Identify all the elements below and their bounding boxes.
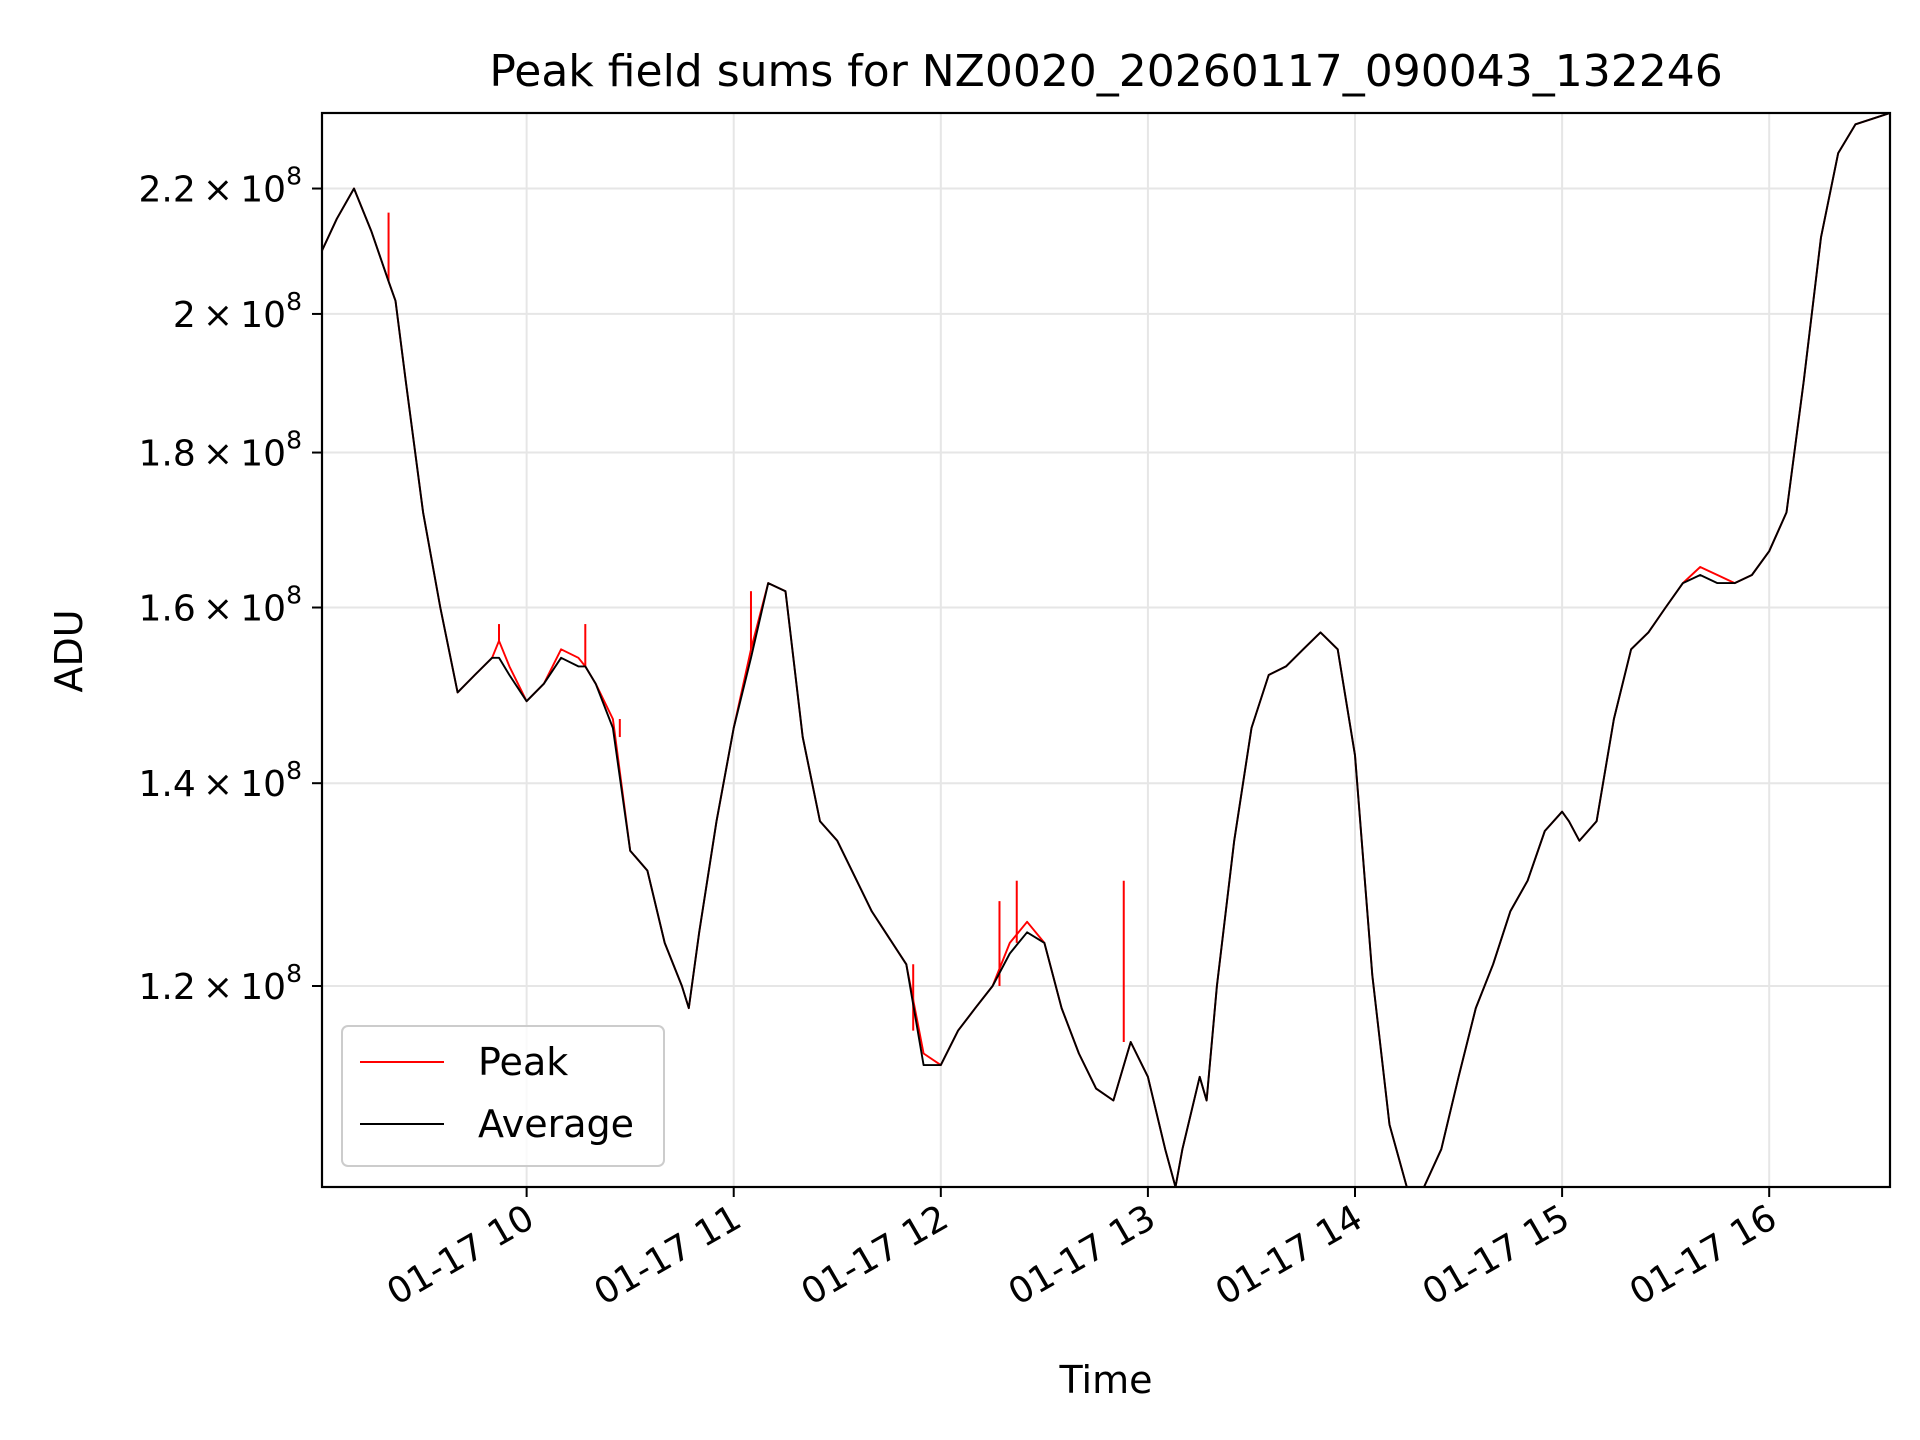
y-tick-exponent: 8 [286, 959, 302, 988]
y-tick-mantissa: 2.2 [138, 170, 195, 211]
y-tick-label: 1.2 × 108 [138, 959, 302, 1008]
y-tick-label: 2 × 108 [173, 287, 302, 336]
legend-label: Average [478, 1102, 634, 1146]
y-tick-mantissa: 1.6 [138, 589, 195, 630]
y-tick-mantissa: 1.2 [138, 967, 195, 1008]
plot-area [320, 111, 1892, 1189]
series-group [322, 113, 1890, 1187]
y-tick-base: 10 [240, 764, 286, 805]
y-tick-mantissa: 1.8 [138, 434, 195, 475]
legend-label: Peak [478, 1040, 568, 1084]
y-axis-label: ADU [47, 609, 91, 692]
grid [322, 113, 1890, 1187]
chart-title: Peak field sums for NZ0020_20260117_0900… [489, 46, 1722, 97]
y-tick-mantissa: 2 [173, 295, 196, 336]
y-tick-times: × [196, 434, 241, 475]
y-tick-base: 10 [240, 967, 286, 1008]
y-tick-exponent: 8 [286, 581, 302, 610]
y-tick-exponent: 8 [286, 287, 302, 316]
y-tick-times: × [196, 170, 241, 211]
y-tick-label: 1.4 × 108 [138, 756, 302, 805]
series-line-average [322, 113, 1890, 1187]
legend-box [341, 1025, 665, 1167]
y-tick-base: 10 [240, 589, 286, 630]
y-tick-times: × [196, 967, 241, 1008]
y-tick-times: × [196, 764, 241, 805]
y-tick-label: 1.6 × 108 [138, 581, 302, 630]
y-tick-exponent: 8 [286, 426, 302, 455]
y-tick-exponent: 8 [286, 162, 302, 191]
y-tick-base: 10 [240, 295, 286, 336]
y-tick-base: 10 [240, 170, 286, 211]
legend: Peak Average [341, 1025, 665, 1167]
y-tick-label: 1.8 × 108 [138, 426, 302, 475]
y-tick-mantissa: 1.4 [138, 764, 195, 805]
y-tick-base: 10 [240, 434, 286, 475]
y-tick-times: × [196, 589, 241, 630]
y-tick-exponent: 8 [286, 756, 302, 785]
x-axis-label: Time [1059, 1358, 1153, 1402]
y-tick-times: × [196, 295, 241, 336]
y-tick-label: 2.2 × 108 [138, 162, 302, 211]
axes-frame [320, 111, 1892, 1189]
